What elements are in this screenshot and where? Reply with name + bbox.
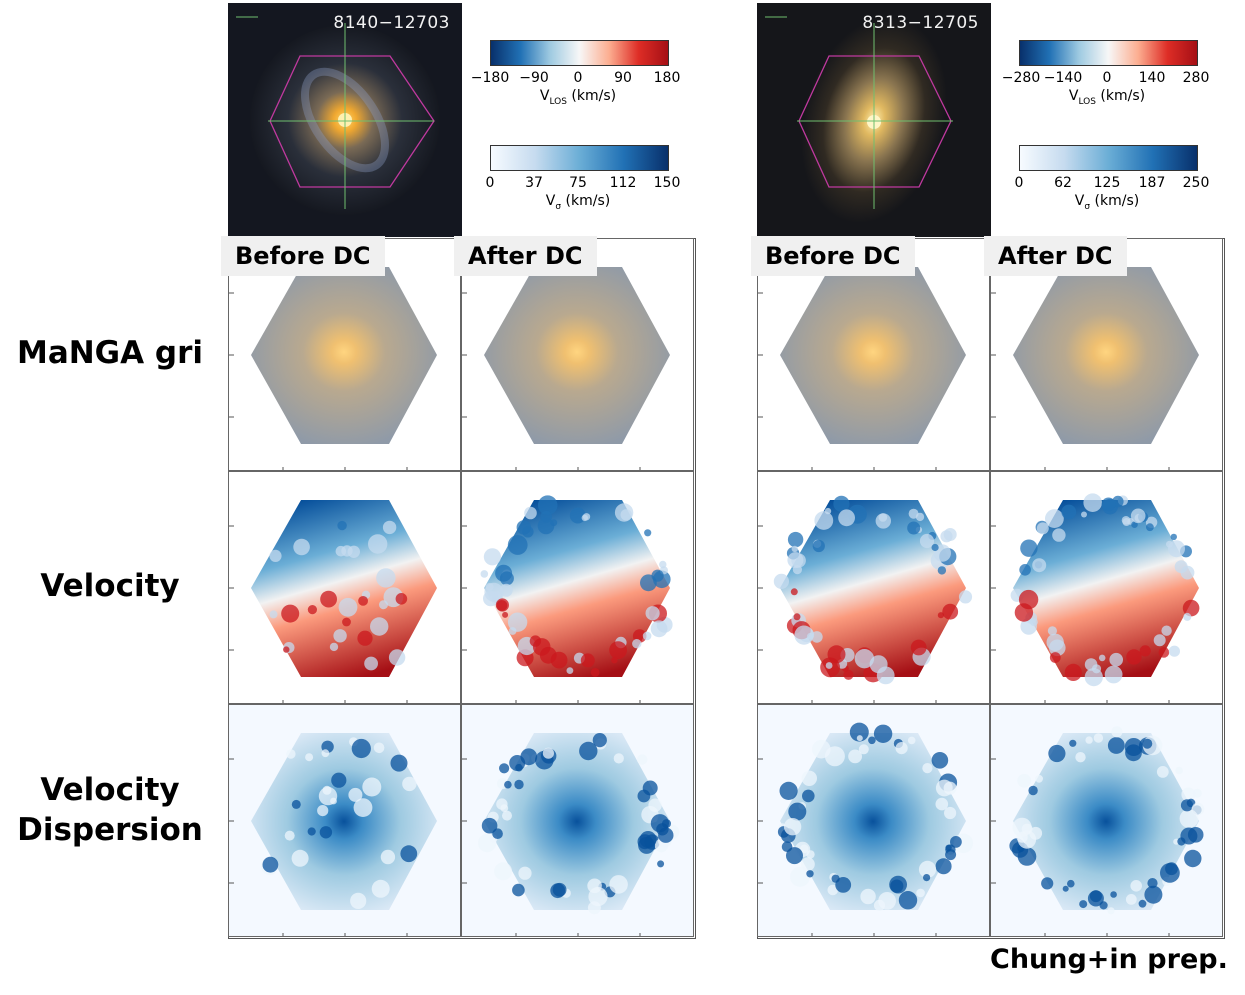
vsigma-label-1: Vσ (km/s) (545, 193, 611, 212)
vsigma-tick: 0 (1014, 175, 1024, 191)
vlos-tick: −140 (1043, 70, 1083, 86)
vlos-label-2: VLOS (km/s) (1068, 88, 1146, 107)
vlos-tick: −180 (470, 70, 510, 86)
disp-map-panel (990, 704, 1223, 937)
vlos-tick: 140 (1138, 70, 1166, 86)
row-label-gri: MaNGA gri (16, 335, 204, 371)
credit-text: Chung+in prep. (990, 944, 1228, 975)
after-dc-tag-2: After DC (984, 236, 1127, 276)
disp-map-panel (757, 704, 990, 937)
after-dc-tag-1: After DC (454, 236, 597, 276)
vsigma-colorbar-1 (490, 145, 669, 171)
row-label-dispersion-1: Velocity (40, 772, 180, 808)
disp-map-panel (461, 704, 694, 937)
vsigma-label-2: Vσ (km/s) (1074, 193, 1140, 212)
row-label-dispersion-2: Dispersion (17, 812, 203, 848)
vel-map-panel (757, 471, 990, 704)
vlos-tick: 0 (573, 70, 583, 86)
vsigma-tick: 150 (653, 175, 681, 191)
vsigma-tick: 187 (1138, 175, 1166, 191)
before-dc-tag-2: Before DC (751, 236, 915, 276)
vsigma-colorbar-2 (1019, 145, 1198, 171)
vel-map-panel (461, 471, 694, 704)
vsigma-tick: 125 (1093, 175, 1121, 191)
vlos-colorbar-2 (1019, 40, 1198, 66)
disp-map-panel (228, 704, 461, 937)
vsigma-tick: 112 (609, 175, 637, 191)
vsigma-tick: 62 (1054, 175, 1072, 191)
vlos-tick: 90 (614, 70, 632, 86)
vlos-tick: −280 (1001, 70, 1041, 86)
vsigma-tick: 0 (485, 175, 495, 191)
vlos-tick: 0 (1102, 70, 1112, 86)
vlos-colorbar-1 (490, 40, 669, 66)
galaxy-id-1: 8140−12703 (333, 13, 450, 33)
vlos-label-1: VLOS (km/s) (539, 88, 617, 107)
vlos-tick: 280 (1182, 70, 1210, 86)
vsigma-tick: 37 (525, 175, 543, 191)
vlos-tick: −90 (519, 70, 549, 86)
galaxy-thumbnail-2: 8313−12705 (757, 3, 991, 237)
vel-map-panel (228, 471, 461, 704)
vsigma-tick: 250 (1182, 175, 1210, 191)
vel-map-panel (990, 471, 1223, 704)
before-dc-tag-1: Before DC (221, 236, 385, 276)
vsigma-tick: 75 (569, 175, 587, 191)
galaxy-id-2: 8313−12705 (862, 13, 979, 33)
row-label-velocity: Velocity (40, 568, 180, 604)
galaxy-thumbnail-1: 8140−12703 (228, 3, 462, 237)
vlos-tick: 180 (653, 70, 681, 86)
